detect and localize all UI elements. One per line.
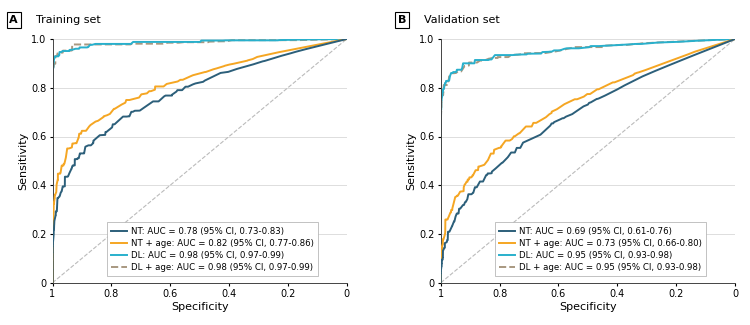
Legend: NT: AUC = 0.78 (95% CI, 0.73-0.83), NT + age: AUC = 0.82 (95% CI, 0.77-0.86), DL: NT: AUC = 0.78 (95% CI, 0.73-0.83), NT +… — [106, 222, 318, 276]
Y-axis label: Sensitivity: Sensitivity — [406, 132, 416, 190]
Y-axis label: Sensitivity: Sensitivity — [18, 132, 28, 190]
X-axis label: Specificity: Specificity — [559, 302, 616, 312]
X-axis label: Specificity: Specificity — [171, 302, 229, 312]
Text: B: B — [398, 15, 406, 25]
Text: Training set: Training set — [36, 15, 100, 25]
Legend: NT: AUC = 0.69 (95% CI, 0.61-0.76), NT + age: AUC = 0.73 (95% CI, 0.66-0.80), DL: NT: AUC = 0.69 (95% CI, 0.61-0.76), NT +… — [495, 222, 706, 276]
Text: Validation set: Validation set — [424, 15, 500, 25]
Text: A: A — [9, 15, 18, 25]
